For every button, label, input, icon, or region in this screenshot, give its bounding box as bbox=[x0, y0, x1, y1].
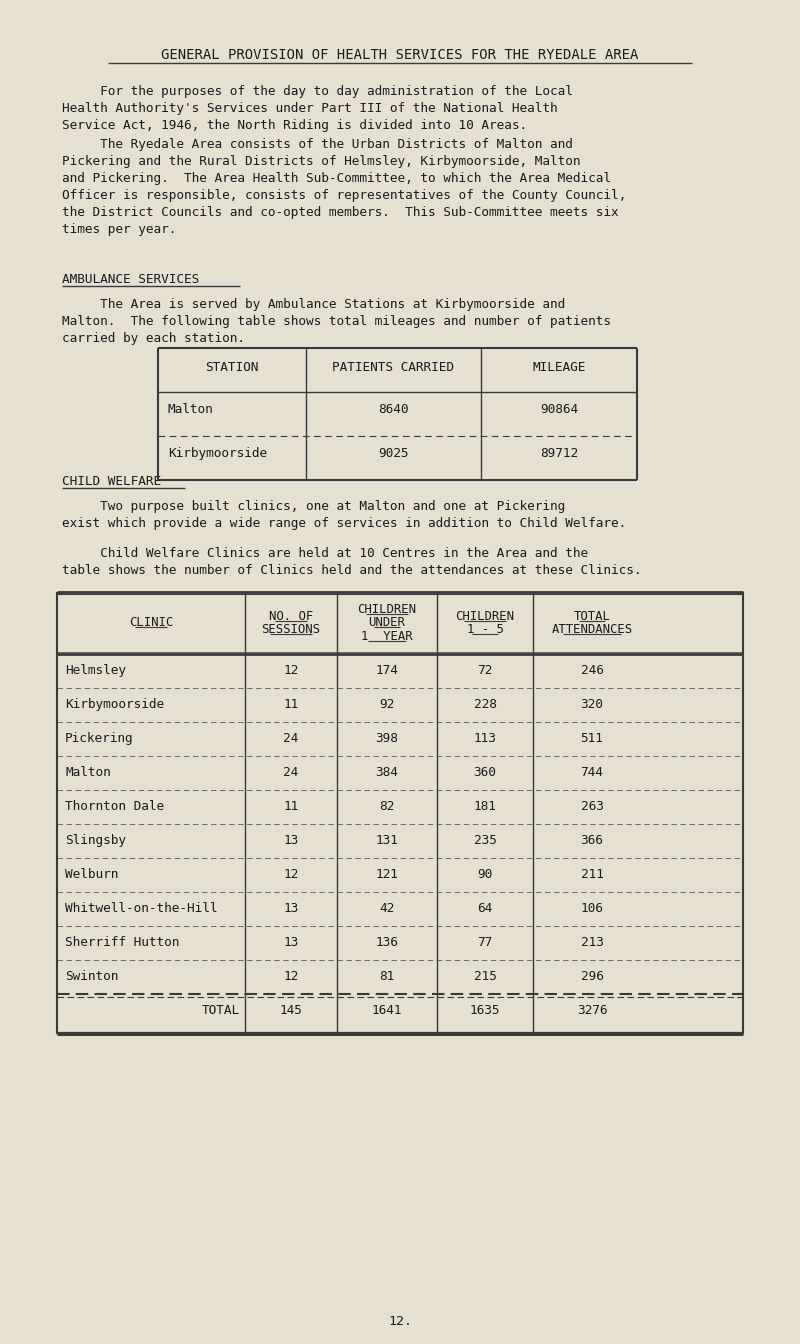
Text: CHILDREN: CHILDREN bbox=[455, 609, 514, 622]
Text: STATION: STATION bbox=[206, 362, 258, 374]
Text: 211: 211 bbox=[581, 868, 603, 882]
Text: Helmsley: Helmsley bbox=[65, 664, 126, 677]
Text: Malton: Malton bbox=[65, 766, 110, 780]
Text: Sherriff Hutton: Sherriff Hutton bbox=[65, 935, 179, 949]
Text: 3276: 3276 bbox=[577, 1004, 607, 1017]
Text: 215: 215 bbox=[474, 970, 497, 982]
Text: 13: 13 bbox=[283, 835, 298, 847]
Text: CHILDREN: CHILDREN bbox=[358, 602, 417, 616]
Text: The Area is served by Ambulance Stations at Kirbymoorside and
Malton.  The follo: The Area is served by Ambulance Stations… bbox=[62, 298, 611, 345]
Text: 13: 13 bbox=[283, 935, 298, 949]
Text: 24: 24 bbox=[283, 766, 298, 780]
Text: AMBULANCE SERVICES: AMBULANCE SERVICES bbox=[62, 273, 199, 286]
Text: 77: 77 bbox=[478, 935, 493, 949]
Text: 121: 121 bbox=[375, 868, 398, 882]
Text: 12: 12 bbox=[283, 664, 298, 677]
Text: The Ryedale Area consists of the Urban Districts of Malton and
Pickering and the: The Ryedale Area consists of the Urban D… bbox=[62, 138, 626, 237]
Text: 131: 131 bbox=[375, 835, 398, 847]
Text: NO. OF: NO. OF bbox=[269, 609, 313, 622]
Text: 106: 106 bbox=[581, 902, 603, 915]
Text: Whitwell-on-the-Hill: Whitwell-on-the-Hill bbox=[65, 902, 218, 915]
Text: 89712: 89712 bbox=[540, 448, 578, 460]
Text: UNDER: UNDER bbox=[369, 617, 406, 629]
Text: 90: 90 bbox=[478, 868, 493, 882]
Text: 360: 360 bbox=[474, 766, 497, 780]
Text: Child Welfare Clinics are held at 10 Centres in the Area and the
table shows the: Child Welfare Clinics are held at 10 Cen… bbox=[62, 547, 642, 577]
Text: TOTAL: TOTAL bbox=[202, 1004, 240, 1017]
Text: MILEAGE: MILEAGE bbox=[532, 362, 586, 374]
Text: Two purpose built clinics, one at Malton and one at Pickering
exist which provid: Two purpose built clinics, one at Malton… bbox=[62, 500, 626, 530]
Text: 398: 398 bbox=[375, 732, 398, 745]
Text: 12: 12 bbox=[283, 970, 298, 982]
Text: 296: 296 bbox=[581, 970, 603, 982]
Text: Malton: Malton bbox=[168, 403, 214, 417]
Text: 246: 246 bbox=[581, 664, 603, 677]
Text: 1641: 1641 bbox=[372, 1004, 402, 1017]
Text: 1  YEAR: 1 YEAR bbox=[361, 630, 413, 642]
Text: 64: 64 bbox=[478, 902, 493, 915]
Text: 92: 92 bbox=[379, 698, 394, 711]
Text: 11: 11 bbox=[283, 698, 298, 711]
Text: 42: 42 bbox=[379, 902, 394, 915]
Text: 72: 72 bbox=[478, 664, 493, 677]
Text: 181: 181 bbox=[474, 800, 497, 813]
Text: Welburn: Welburn bbox=[65, 868, 118, 882]
Text: 235: 235 bbox=[474, 835, 497, 847]
Text: 744: 744 bbox=[581, 766, 603, 780]
Text: For the purposes of the day to day administration of the Local
Health Authority': For the purposes of the day to day admin… bbox=[62, 85, 573, 132]
Text: 174: 174 bbox=[375, 664, 398, 677]
Text: 24: 24 bbox=[283, 732, 298, 745]
Text: Thornton Dale: Thornton Dale bbox=[65, 800, 164, 813]
Text: SESSIONS: SESSIONS bbox=[262, 624, 321, 636]
Text: CHILD WELFARE: CHILD WELFARE bbox=[62, 474, 161, 488]
Text: 82: 82 bbox=[379, 800, 394, 813]
Text: 511: 511 bbox=[581, 732, 603, 745]
Text: Swinton: Swinton bbox=[65, 970, 118, 982]
Text: 263: 263 bbox=[581, 800, 603, 813]
Text: GENERAL PROVISION OF HEALTH SERVICES FOR THE RYEDALE AREA: GENERAL PROVISION OF HEALTH SERVICES FOR… bbox=[162, 48, 638, 62]
Text: PATIENTS CARRIED: PATIENTS CARRIED bbox=[333, 362, 454, 374]
Text: Pickering: Pickering bbox=[65, 732, 134, 745]
Text: 1 - 5: 1 - 5 bbox=[466, 624, 503, 636]
Text: Kirbymoorside: Kirbymoorside bbox=[168, 448, 267, 460]
Text: Slingsby: Slingsby bbox=[65, 835, 126, 847]
Text: 8640: 8640 bbox=[378, 403, 409, 417]
Text: 12.: 12. bbox=[388, 1314, 412, 1328]
Text: 228: 228 bbox=[474, 698, 497, 711]
Text: TOTAL: TOTAL bbox=[574, 609, 610, 622]
Text: 113: 113 bbox=[474, 732, 497, 745]
Text: Kirbymoorside: Kirbymoorside bbox=[65, 698, 164, 711]
Text: 12: 12 bbox=[283, 868, 298, 882]
Text: 9025: 9025 bbox=[378, 448, 409, 460]
Text: 136: 136 bbox=[375, 935, 398, 949]
Text: 11: 11 bbox=[283, 800, 298, 813]
Text: 145: 145 bbox=[279, 1004, 302, 1017]
Text: 90864: 90864 bbox=[540, 403, 578, 417]
Text: 384: 384 bbox=[375, 766, 398, 780]
Text: 213: 213 bbox=[581, 935, 603, 949]
Text: 1635: 1635 bbox=[470, 1004, 500, 1017]
Text: 81: 81 bbox=[379, 970, 394, 982]
Text: 13: 13 bbox=[283, 902, 298, 915]
Text: 320: 320 bbox=[581, 698, 603, 711]
Text: 366: 366 bbox=[581, 835, 603, 847]
Text: ATTENDANCES: ATTENDANCES bbox=[551, 624, 633, 636]
Text: CLINIC: CLINIC bbox=[129, 617, 173, 629]
